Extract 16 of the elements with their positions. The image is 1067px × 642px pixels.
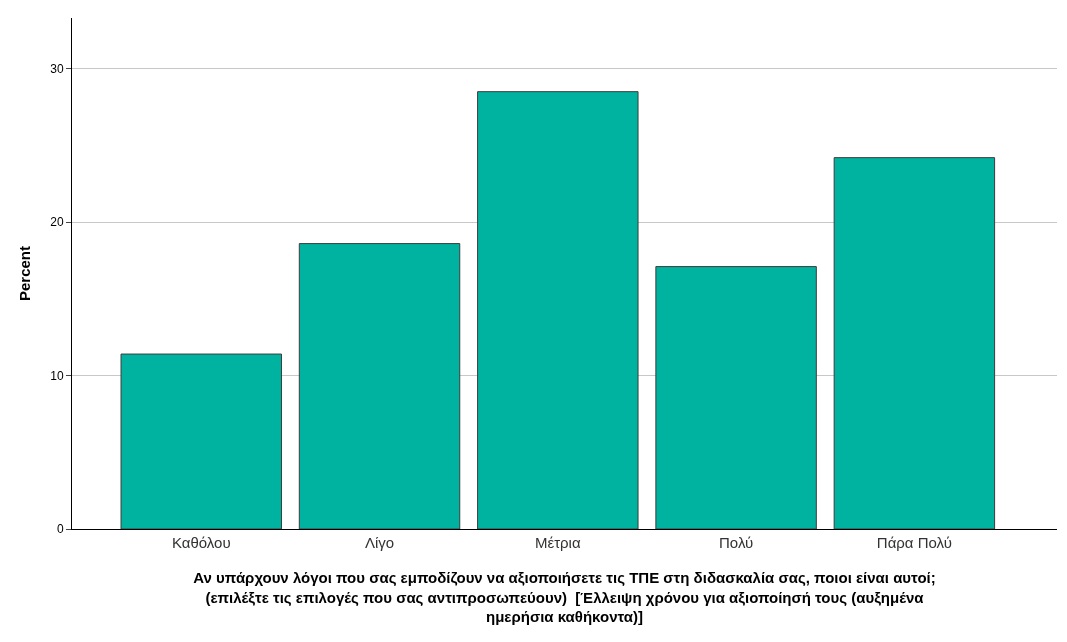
- y-tick-label: 10: [50, 368, 64, 383]
- y-tick-label: 30: [50, 61, 64, 76]
- bar: [833, 157, 996, 529]
- x-axis-title: Αν υπάρχουν λόγοι που σας εμποδίζουν να αξιοποιήσετε τις ΤΠΕ στη διδασκαλία σας, ποιοι είναι αυτοί; (επιλέξτε τις επιλογές που σας αντιπροσωπεύουν) [Έλλειψη χρόνου για αξιοποίησή τους (αυξημένα ημερήσια καθήκοντα)]: [193, 569, 936, 625]
- bar: [477, 91, 639, 529]
- y-tick-label: 20: [50, 215, 64, 230]
- y-axis-title: Percent: [16, 245, 34, 302]
- bar: [655, 266, 817, 529]
- x-tick-label: Πολύ: [718, 534, 754, 551]
- x-tick-label: Λίγο: [364, 534, 395, 551]
- x-tick-label: Μέτρια: [534, 534, 581, 551]
- x-tick-label: Καθόλου: [171, 534, 231, 551]
- bar: [120, 353, 282, 529]
- bar: [298, 243, 461, 529]
- x-tick-label: Πάρα Πολύ: [876, 534, 952, 551]
- y-tick-label: 0: [56, 522, 64, 537]
